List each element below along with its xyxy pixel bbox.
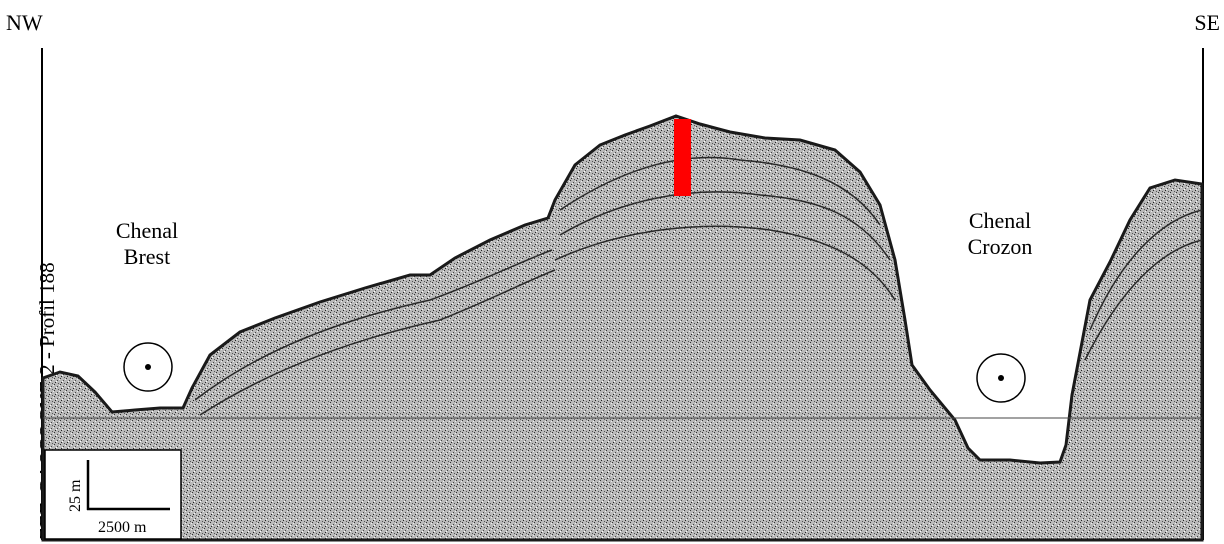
core-marker: [674, 119, 691, 196]
scale-vertical-label: 25 m: [67, 479, 84, 512]
channel-brest-line2: Brest: [123, 244, 171, 269]
channel-crozon-line1: Chenal: [968, 208, 1032, 233]
channel-crozon-line2: Crozon: [967, 234, 1033, 259]
direction-se-label: SE: [1194, 10, 1220, 35]
channel-axis-symbol-brest: [123, 342, 173, 392]
direction-nw-label: NW: [6, 10, 43, 35]
scale-horizontal-label: 2500 m: [98, 519, 147, 536]
seismic-section: [41, 114, 1204, 542]
channel-axis-symbol-crozon: [976, 353, 1026, 403]
channel-label-crozon: Chenal Crozon: [940, 208, 1060, 260]
channel-label-brest: Chenal Brest: [88, 218, 206, 270]
channel-brest-line1: Chenal: [115, 218, 179, 243]
seismic-reflectors: [194, 156, 1203, 416]
scale-bar: 25 m 2500 m: [44, 449, 182, 540]
